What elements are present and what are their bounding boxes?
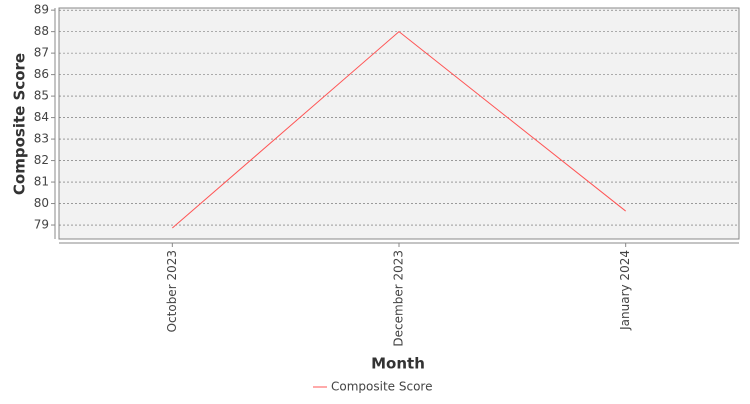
y-tick-label: 85 — [34, 89, 49, 103]
y-tick-label: 84 — [34, 110, 49, 124]
x-axis-title: Month — [371, 355, 425, 373]
y-tick-label: 86 — [34, 67, 49, 81]
y-tick-label: 83 — [34, 132, 49, 146]
y-tick-label: 88 — [34, 24, 49, 38]
y-tick-label: 81 — [34, 175, 49, 189]
y-tick-label: 82 — [34, 153, 49, 167]
x-tick-label: October 2023 — [165, 250, 179, 332]
x-tick-label: January 2024 — [618, 250, 632, 331]
y-tick-label: 87 — [34, 46, 49, 60]
x-tick-label: December 2023 — [392, 250, 406, 347]
y-axis-title: Composite Score — [11, 53, 29, 195]
plot-area — [58, 7, 740, 240]
legend-label: Composite Score — [331, 380, 432, 394]
y-tick-label: 80 — [34, 196, 49, 210]
y-tick-label: 89 — [34, 3, 49, 17]
y-tick-label: 79 — [34, 218, 49, 232]
series-line — [172, 30, 626, 229]
